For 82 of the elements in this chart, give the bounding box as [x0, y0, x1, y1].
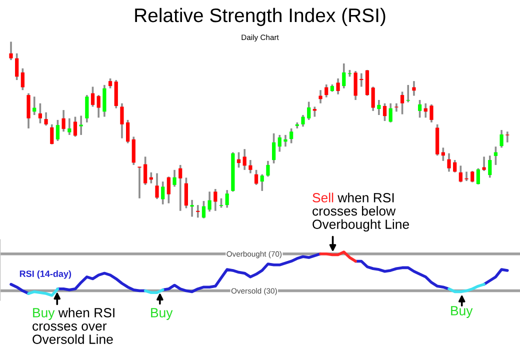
- candlestick: [184, 176, 188, 210]
- annotation: Sell when RSI crosses below Overbought Line: [312, 192, 409, 232]
- candlestick: [500, 129, 504, 149]
- candlestick: [161, 180, 165, 206]
- text: Buy when RSI crosses over Oversold Line: [32, 308, 114, 344]
- candlestick: [56, 119, 60, 142]
- candlestick: [254, 169, 258, 186]
- candlestick: [354, 70, 358, 101]
- candlestick: [453, 159, 457, 174]
- candlestick: [301, 114, 305, 128]
- candlestick: [126, 119, 130, 144]
- candlestick: [132, 136, 136, 166]
- candlestick: [225, 189, 229, 209]
- candlestick: [96, 94, 100, 119]
- candlestick: [155, 172, 159, 200]
- candlestick: [20, 67, 24, 91]
- candlestick: [73, 116, 78, 138]
- candlestick: [412, 80, 416, 97]
- candlestick: [26, 92, 30, 130]
- candlestick: [68, 117, 72, 136]
- candlestick: [79, 114, 83, 136]
- candlestick: [196, 204, 200, 218]
- candlestick: [441, 146, 445, 162]
- candlestick: [324, 84, 328, 98]
- candlestick: [382, 102, 387, 122]
- candlestick: [342, 62, 346, 90]
- candlestick: [464, 170, 468, 182]
- candlestick: [482, 156, 486, 172]
- text: Buy: [151, 308, 173, 320]
- candlestick: [108, 78, 112, 90]
- candlestick: [272, 132, 276, 164]
- candlestick: [248, 159, 252, 174]
- candlestick: [15, 52, 19, 81]
- candlestick: [138, 166, 142, 200]
- candlestick: [178, 164, 182, 212]
- candlestick: [290, 128, 294, 144]
- series-label: RSI (14-day): [20, 270, 72, 279]
- candlestick: [214, 188, 218, 212]
- candlestick: [307, 100, 311, 121]
- chart-title: Relative Strength Index (RSI): [135, 8, 386, 26]
- candlestick: [102, 84, 106, 118]
- candlestick: [476, 167, 480, 186]
- candlestick: [236, 151, 241, 169]
- candlestick: [120, 102, 124, 140]
- candlestick: [166, 176, 170, 204]
- candlestick: [242, 148, 246, 171]
- candlestick: [9, 40, 13, 61]
- candlestick: [38, 102, 42, 124]
- candlestick: [336, 78, 340, 96]
- candlestick: [377, 99, 381, 116]
- candlestick: [144, 156, 148, 186]
- candlestick: [506, 130, 510, 144]
- candlestick: [278, 134, 282, 153]
- candlestick: [266, 160, 270, 178]
- candlestick: [312, 106, 316, 118]
- candlestick: [85, 94, 89, 124]
- candlestick: [371, 86, 375, 112]
- candlestick: [172, 169, 176, 188]
- candlestick: [219, 197, 224, 209]
- candlestick: [400, 90, 404, 116]
- candlestick: [418, 99, 422, 119]
- candlestick: [318, 89, 322, 104]
- candlestick: [62, 109, 66, 132]
- text: Buy: [451, 306, 473, 318]
- candlestick: [430, 103, 434, 124]
- candlestick: [260, 173, 264, 192]
- candlestick: [284, 134, 288, 148]
- candlestick: [494, 146, 498, 166]
- candlestick: [190, 199, 194, 218]
- candlestick: [208, 190, 212, 212]
- candlestick: [388, 102, 392, 124]
- candlestick: [488, 154, 492, 179]
- candlestick: [470, 170, 474, 184]
- candlestick: [44, 111, 48, 126]
- candlestick: [394, 102, 398, 113]
- candlestick: [458, 164, 462, 184]
- line-series: [319, 250, 357, 263]
- candlestick: [447, 152, 451, 173]
- candlestick: [202, 200, 206, 220]
- candlestick: [90, 86, 95, 108]
- candlestick: [360, 72, 364, 88]
- candlestick: [50, 123, 54, 146]
